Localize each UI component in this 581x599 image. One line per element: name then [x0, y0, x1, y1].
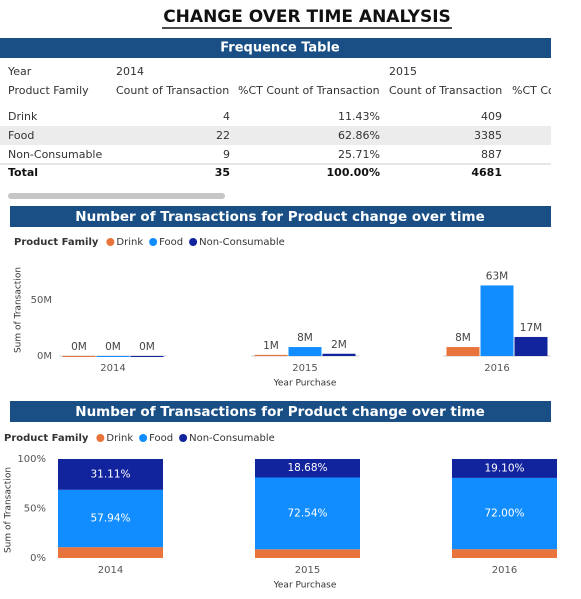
x-tick-label: 2015: [292, 363, 317, 374]
bar-segment: [452, 459, 557, 478]
data-label: 19.10%: [484, 462, 524, 474]
table-cell: 22: [216, 129, 230, 142]
legend-swatch: [96, 434, 105, 442]
data-label: 8M: [297, 332, 313, 344]
table-cell: 4: [223, 110, 230, 123]
table-header-bar: [0, 38, 551, 58]
data-label: 57.94%: [90, 512, 130, 524]
column-header: Count of Transaction: [116, 84, 229, 97]
y-tick-label: 50%: [24, 504, 46, 515]
table-cell: Food: [8, 129, 34, 142]
legend-label: Drink: [106, 433, 133, 444]
bar-segment: [255, 477, 360, 550]
bar: [322, 353, 356, 356]
bar: [254, 354, 288, 356]
table-cell: 100.00%: [327, 166, 380, 179]
data-label: 1M: [263, 340, 279, 352]
bar-segment: [58, 489, 163, 548]
table-cell: Drink: [8, 110, 38, 123]
scrollbar[interactable]: [8, 193, 225, 199]
legend-label: Food: [159, 237, 183, 248]
y-axis-title: Sum of Transaction: [14, 267, 24, 353]
page-title: CHANGE OVER TIME ANALYSIS: [163, 7, 451, 27]
y-axis-title: Sum of Transaction: [4, 467, 14, 553]
legend-swatch: [139, 434, 148, 442]
table-cell: 25.71%: [338, 148, 380, 161]
data-label: 72.00%: [484, 508, 524, 520]
table-cell: 9: [223, 148, 230, 161]
legend-swatch: [106, 238, 115, 246]
table-cell: 4681: [471, 166, 502, 179]
chart-title: Number of Transactions for Product chang…: [75, 209, 484, 225]
table-title: Frequence Table: [220, 41, 340, 56]
column-header: %CT Count of Transaction: [238, 84, 380, 97]
row-highlight: [0, 126, 551, 145]
bar: [130, 356, 164, 357]
data-label: 0M: [71, 341, 87, 353]
x-tick-label: 2014: [100, 363, 125, 374]
bar: [288, 347, 322, 356]
x-tick-label: 2015: [295, 565, 320, 576]
year-header: 2014: [116, 65, 144, 78]
year-header: 2015: [389, 65, 417, 78]
bar-segment: [452, 549, 557, 558]
y-tick-label: 0M: [37, 351, 52, 362]
table-cell: Total: [8, 166, 38, 179]
legend-label: Non-Consumable: [199, 237, 285, 248]
bar: [96, 356, 130, 357]
x-axis-title: Year Purchase: [273, 581, 337, 591]
table-cell: 35: [215, 166, 230, 179]
x-tick-label: 2016: [492, 565, 517, 576]
bar-segment: [255, 549, 360, 558]
chart-title-bar: [10, 206, 551, 227]
table-cell: 887: [481, 148, 502, 161]
bar: [480, 285, 514, 356]
legend-label: Food: [149, 433, 173, 444]
bar-segment: [58, 547, 163, 558]
chart-title-bar: [10, 401, 551, 422]
data-label: 17M: [520, 322, 542, 334]
data-label: 63M: [486, 270, 508, 282]
legend-swatch: [179, 434, 188, 442]
x-tick-label: 2016: [484, 363, 509, 374]
column-header: Product Family: [8, 84, 89, 97]
table: Year 2014 2015 Product Family Count of Trans…: [7, 65, 562, 179]
data-label: 0M: [139, 341, 155, 353]
bar-segment: [255, 459, 360, 478]
column-header: %CT Cou: [512, 84, 562, 97]
table-cell: Non-Consumable: [8, 148, 102, 161]
data-label: 8M: [455, 332, 471, 344]
bar: [514, 336, 548, 356]
legend-title: Product Family: [14, 237, 99, 248]
legend-title: Product Family: [4, 433, 89, 444]
y-tick-label: 100%: [17, 454, 46, 465]
table-cell: 3385: [474, 129, 502, 142]
data-label: 31.11%: [90, 468, 130, 480]
column-header: Count of Transaction: [389, 84, 502, 97]
bar: [446, 347, 480, 356]
legend-label: Drink: [116, 237, 143, 248]
x-tick-label: 2014: [98, 565, 123, 576]
data-label: 18.68%: [287, 462, 327, 474]
data-label: 72.54%: [287, 507, 327, 519]
legend-swatch: [149, 238, 158, 246]
chart-title: Number of Transactions for Product chang…: [75, 404, 484, 420]
year-label: Year: [7, 65, 32, 78]
table-cell: 11.43%: [338, 110, 380, 123]
table-cell: 409: [481, 110, 502, 123]
legend-swatch: [189, 238, 198, 246]
data-label: 2M: [331, 339, 347, 351]
legend-label: Non-Consumable: [189, 433, 275, 444]
table-cell: 62.86%: [338, 129, 380, 142]
bar: [62, 356, 96, 357]
y-tick-label: 50M: [31, 295, 52, 306]
y-tick-label: 0%: [30, 553, 46, 564]
data-label: 0M: [105, 341, 121, 353]
x-axis-title: Year Purchase: [273, 379, 337, 389]
bar-segment: [58, 459, 163, 490]
bar-segment: [452, 477, 557, 550]
